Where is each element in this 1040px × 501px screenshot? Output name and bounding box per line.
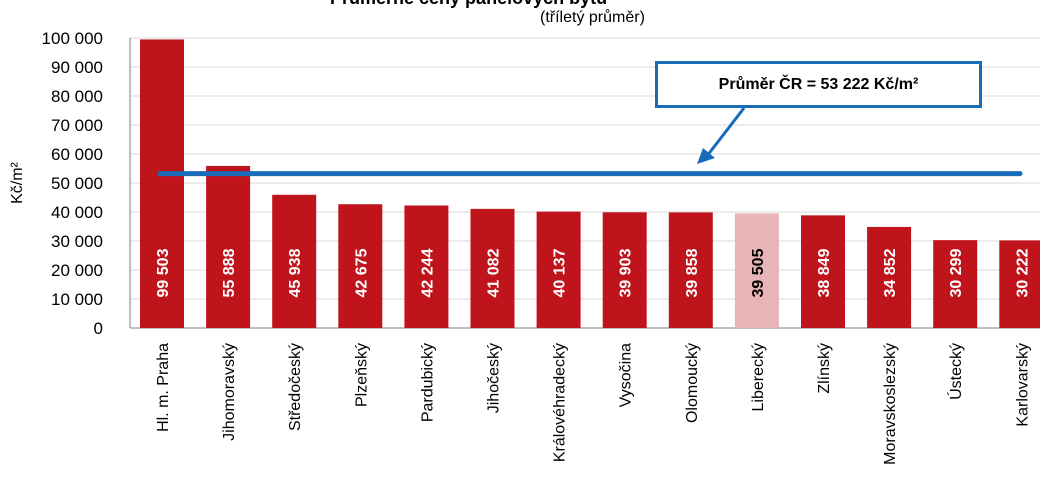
bar-value-label: 34 852 [882,248,899,297]
x-category-label: Karlovarský [1014,343,1031,427]
y-tick-label: 30 000 [51,232,103,251]
y-tick-label: 20 000 [51,261,103,280]
bar-value-label: 30 299 [948,248,965,297]
bar-value-label: 39 858 [684,248,701,297]
bar [801,215,845,328]
x-category-label: Vysočina [618,343,635,407]
bar [338,204,383,328]
bar [470,208,515,328]
x-category-label: Středočeský [287,343,304,431]
average-callout: Průměr ČR = 53 222 Kč/m² [655,61,982,108]
bar [404,205,449,328]
chart-subtitle: (tříletý průměr) [540,9,645,26]
y-tick-label: 50 000 [51,174,103,193]
bar [734,213,779,328]
x-category-label: Pardubický [419,343,436,422]
bar-value-label: 99 503 [155,248,172,297]
x-category-label: Jihomoravský [221,343,238,441]
bar [140,39,184,329]
bar-value-label: 30 222 [1014,248,1031,297]
x-category-label: Olomoucký [684,343,701,423]
x-category-label: Plzeňský [353,343,370,407]
chart-title-partial: Průměrné ceny panelových bytů [330,0,607,9]
y-axis-label: Kč/m² [9,161,26,203]
y-tick-label: 0 [94,319,103,338]
callout-arrowhead [697,148,715,164]
bar-value-label: 45 938 [287,248,304,297]
bar-value-label: 38 849 [816,248,833,297]
bar-value-label: 40 137 [552,248,569,297]
bar-value-label: 42 244 [419,248,436,297]
bar [206,165,251,328]
bar [272,194,317,328]
y-tick-label: 60 000 [51,145,103,164]
x-category-label: Královéhradecký [552,343,569,462]
y-tick-label: 10 000 [51,290,103,309]
y-tick-label: 70 000 [51,116,103,135]
bar [867,226,912,328]
callout-arrow [705,107,746,157]
y-tick-label: 100 000 [42,29,103,48]
bar [999,240,1040,328]
x-category-label: Moravskoslezský [882,343,899,465]
bar-value-label: 39 903 [618,248,635,297]
x-category-label: Liberecký [750,343,767,411]
x-category-label: Ústecký [946,343,965,400]
bar [668,212,713,328]
bar [933,240,978,328]
bar-value-label: 39 505 [750,248,767,297]
y-tick-label: 80 000 [51,87,103,106]
y-tick-label: 90 000 [51,58,103,77]
x-category-label: Zlínský [816,343,833,394]
x-category-label: Jihočeský [486,343,503,413]
x-category-label: Hl. m. Praha [155,343,172,432]
bar-value-label: 55 888 [221,248,238,297]
bar-value-label: 41 082 [486,248,503,297]
bar-value-label: 42 675 [353,248,370,297]
y-tick-label: 40 000 [51,203,103,222]
bar [536,211,581,328]
bar [602,212,647,328]
